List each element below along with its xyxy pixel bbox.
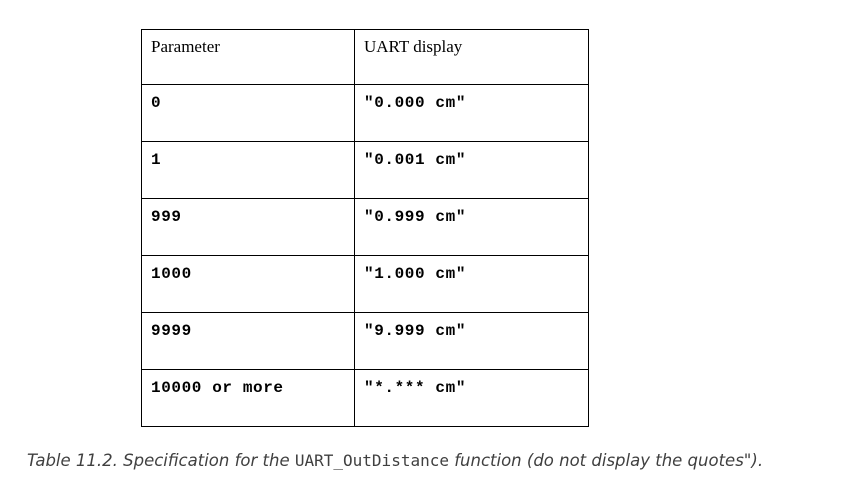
cell-uart-display: "0.000 cm" bbox=[354, 84, 589, 142]
cell-parameter: 1 bbox=[141, 141, 355, 199]
cell-uart-display: "0.999 cm" bbox=[354, 198, 589, 256]
table-row: 9999 "9.999 cm" bbox=[141, 312, 589, 370]
caption-function-name: UART_OutDistance bbox=[294, 451, 449, 470]
cell-parameter: 10000 or more bbox=[141, 369, 355, 427]
header-parameter: Parameter bbox=[141, 29, 355, 85]
table-row: 0 "0.000 cm" bbox=[141, 84, 589, 142]
cell-uart-display: "1.000 cm" bbox=[354, 255, 589, 313]
caption-suffix: function (do not display the quotes"). bbox=[454, 451, 764, 470]
header-uart-display: UART display bbox=[354, 29, 589, 85]
table-header-row: Parameter UART display bbox=[141, 29, 589, 85]
table-row: 10000 or more "*.*** cm" bbox=[141, 369, 589, 427]
caption-prefix: Table 11.2. Specification for the bbox=[27, 451, 290, 470]
table-row: 1000 "1.000 cm" bbox=[141, 255, 589, 313]
cell-uart-display: "0.001 cm" bbox=[354, 141, 589, 199]
table-row: 1 "0.001 cm" bbox=[141, 141, 589, 199]
table-caption: Table 11.2. Specification for the UART_O… bbox=[27, 451, 763, 470]
table-row: 999 "0.999 cm" bbox=[141, 198, 589, 256]
cell-uart-display: "*.*** cm" bbox=[354, 369, 589, 427]
specification-table: Parameter UART display 0 "0.000 cm" 1 "0… bbox=[141, 29, 589, 427]
cell-parameter: 1000 bbox=[141, 255, 355, 313]
cell-uart-display: "9.999 cm" bbox=[354, 312, 589, 370]
cell-parameter: 0 bbox=[141, 84, 355, 142]
cell-parameter: 9999 bbox=[141, 312, 355, 370]
cell-parameter: 999 bbox=[141, 198, 355, 256]
